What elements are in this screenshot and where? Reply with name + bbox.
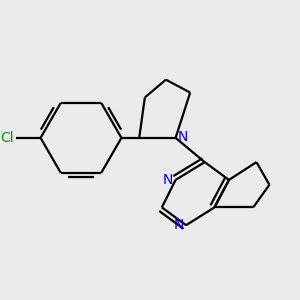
Text: Cl: Cl (0, 131, 14, 145)
Text: N: N (163, 173, 173, 187)
Text: N: N (177, 130, 188, 144)
Text: N: N (174, 218, 184, 232)
